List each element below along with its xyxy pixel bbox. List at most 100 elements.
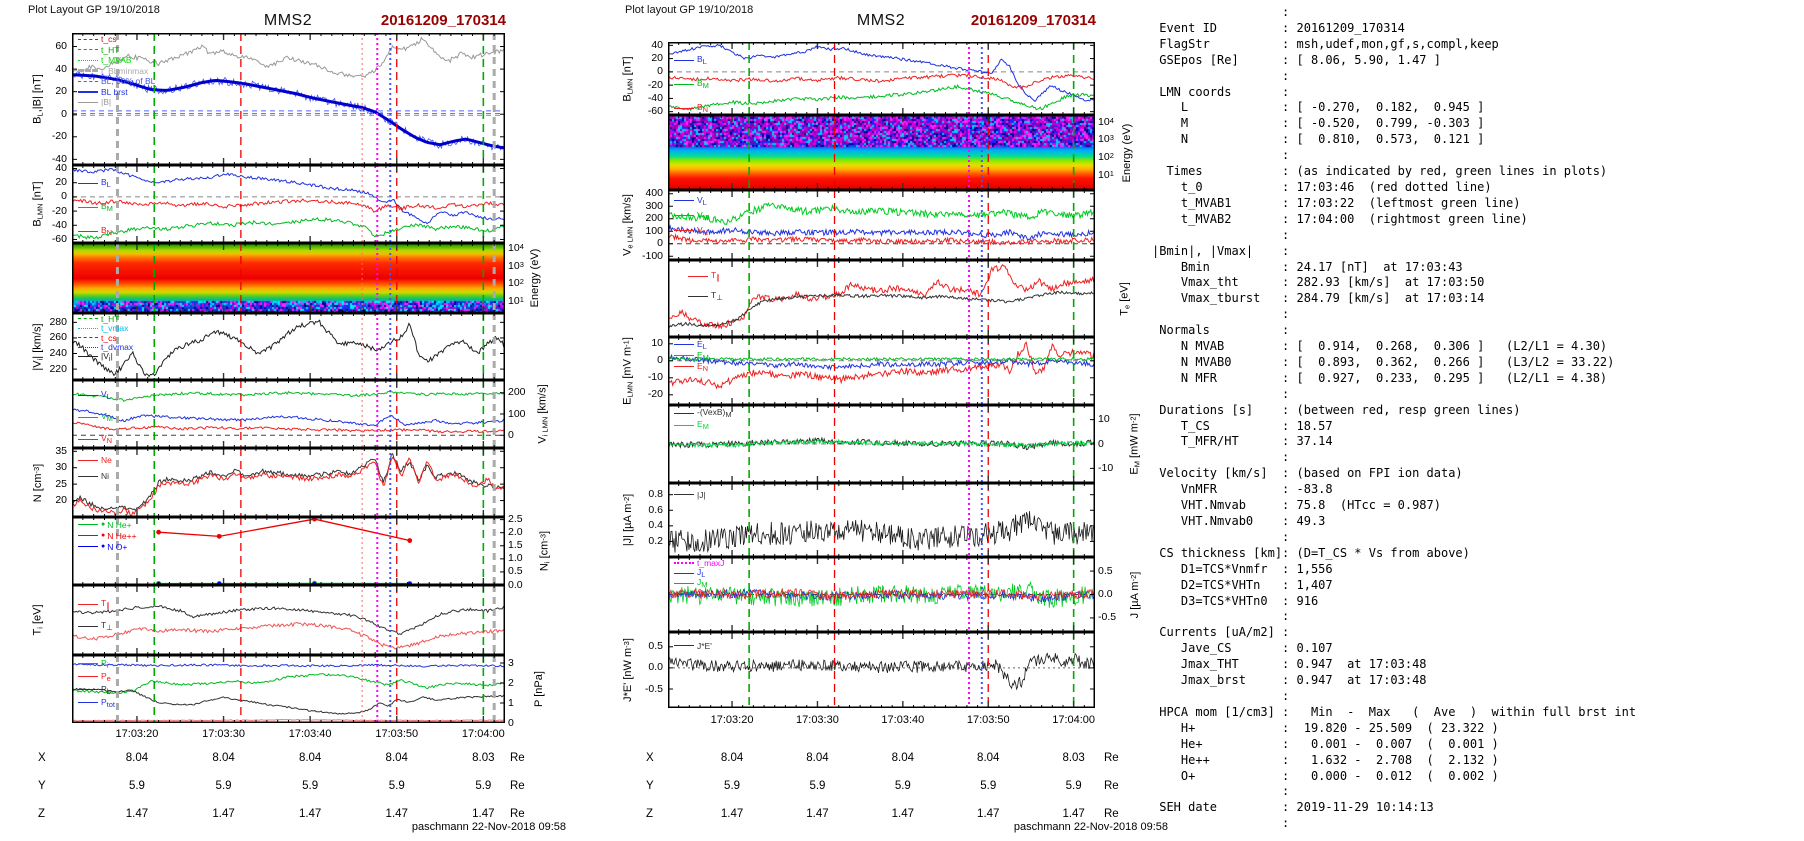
info-line: CS thickness [km]: (D=T_CS * Vs from abo… <box>1152 545 1470 560</box>
minor-ion-density-right-label: Ni [cm-3] <box>538 530 552 572</box>
legend-label: VL <box>101 389 111 401</box>
info-line: VnMFR : -83.8 <box>1152 482 1333 497</box>
axis-tick-label: 30 <box>55 461 67 474</box>
left-plot-ion-spectrogram: Energy (eV) 104 103 102 101 <box>0 242 565 313</box>
axis-tick-label: 103 <box>508 259 524 272</box>
legend-line-sample-icon <box>674 412 694 414</box>
axis-tick-label: -40 <box>51 218 67 231</box>
event-id-label: 20161209_170314 <box>970 12 1096 29</box>
bl-b-plot-area: t_cs t_HT t_MVAB t_BLminmax BL, 50% of BL BL … <box>72 33 505 165</box>
plot-legend: BL BM BN <box>674 48 709 120</box>
axis-tick-label: 0 <box>61 107 67 120</box>
legend-line-sample-icon <box>674 200 694 201</box>
legend-entry: BN <box>78 219 113 243</box>
vi-lmn-left-axis <box>0 380 72 448</box>
legend-label: VN <box>101 433 113 445</box>
legend-entry: BL, 50% of BL <box>78 76 155 87</box>
e-spectrogram-left-axis <box>590 115 668 190</box>
position-value: 1.47 <box>806 808 829 820</box>
legend-label: Pb <box>101 683 111 696</box>
legend-entry: BM <box>674 72 709 96</box>
j-mag-right-axis <box>1095 483 1157 557</box>
left-plot-vi-mag: |Vi| [km/s] 280 260 240 220 t_HT t_vmax t_cs t_d… <box>0 313 565 380</box>
legend-line-sample-icon <box>78 475 98 477</box>
legend-entry: |B| <box>78 97 155 108</box>
axis-tick-label: -20 <box>647 388 663 401</box>
axis-tick-label: 2.0 <box>508 526 523 539</box>
ion-spectrogram-svg <box>72 243 505 313</box>
position-value: 5.9 <box>388 780 405 792</box>
info-line: : <box>1152 529 1290 544</box>
legend-line-sample-icon <box>674 645 694 646</box>
legend-entry: J*E' <box>674 640 712 651</box>
legend-entry: Pi <box>78 657 115 670</box>
info-line: D2=TCS*VHTn : 1,407 <box>1152 577 1333 592</box>
info-line: D3=TCS*VHTn0 : 916 <box>1152 593 1319 608</box>
legend-entry: Ni <box>78 468 112 484</box>
legend-entry: BL <box>78 171 113 195</box>
ti-svg <box>72 585 505 655</box>
axis-tick-label: 0 <box>657 354 663 367</box>
left-plot-pressure: Pi Pe Pb Ptot P [nPa] 3 2 1 0 <box>0 655 565 729</box>
info-line: Jmax_brst : 0.947 at 17:03:48 <box>1152 673 1427 688</box>
info-line: M : [ -0.520, 0.799, -0.303 ] <box>1152 116 1485 131</box>
legend-entry: VL <box>674 193 709 208</box>
legend-entry: -(VexB)M <box>674 407 732 419</box>
legend-entry: ● N He+ <box>78 519 137 530</box>
legend-entry: |Vi| <box>78 351 133 363</box>
position-row-label: Z <box>38 808 46 820</box>
axis-tick-label: 25 <box>55 477 67 490</box>
ve-lmn-right-axis <box>1095 190 1157 260</box>
legend-label: -(VexB)M <box>697 407 732 419</box>
te-right-axis: Te [eV] <box>1095 260 1157 337</box>
axis-tick-label: 101 <box>508 294 524 307</box>
axis-tick-label: 20 <box>651 52 663 65</box>
position-value: 1.47 <box>385 808 408 820</box>
legend-entry: JM <box>674 577 724 589</box>
legend-entry: t_vmax <box>78 323 133 333</box>
info-line: : <box>1152 68 1290 83</box>
position-value: 8.03 <box>472 752 495 764</box>
legend-entry: T∥ <box>78 593 113 615</box>
axis-tick-label: -10 <box>647 371 663 384</box>
legend-line-sample-icon <box>78 59 98 61</box>
axis-tick-label: 0 <box>508 428 514 441</box>
legend-label: EL <box>697 338 707 351</box>
plot-legend: t_maxJ JL JM JN <box>674 558 724 599</box>
info-line: N : [ 0.810, 0.573, 0.121 ] <box>1152 132 1485 147</box>
axis-tick-label: 300 <box>645 199 663 212</box>
plot-legend: T∥ T⊥ <box>688 266 723 306</box>
legend-line-sample-icon <box>674 592 694 594</box>
legend-entry: BL <box>674 48 709 72</box>
info-line: Durations [s] : (between red, resp green… <box>1152 402 1521 417</box>
legend-line-sample-icon <box>674 366 694 367</box>
position-unit-label: Re <box>510 808 525 820</box>
j-lmn-svg <box>668 557 1095 632</box>
time-tick-label: 17:04:00 <box>461 728 505 740</box>
j-lmn-right-label: J [µA m-2] <box>1129 571 1141 618</box>
legend-marker-icon: ● <box>101 543 106 550</box>
legend-line-sample-icon <box>78 438 98 440</box>
axis-tick-label: 0 <box>508 716 514 729</box>
left-plot-bl-b: BL,|B| [nT] 60 40 20 0 -20 -40 t_cs t_HT t_MVAB t_… <box>0 33 565 165</box>
position-value: 8.04 <box>977 752 1000 764</box>
legend-entry: T⊥ <box>78 615 113 637</box>
position-value: 5.9 <box>302 780 319 792</box>
legend-line-sample-icon <box>78 394 98 396</box>
vi-mag-plot-area: t_HT t_vmax t_cs t_dvmax |Vi| <box>72 313 505 380</box>
vi-mag-right-axis <box>505 313 565 380</box>
info-line: N MFR : [ 0.927, 0.233, 0.295 ] (L2/L1 =… <box>1152 370 1608 385</box>
legend-entry: T⊥ <box>688 286 723 306</box>
plot-legend: J*E' <box>674 640 712 651</box>
position-value: 8.04 <box>385 752 408 764</box>
axis-tick-label: 1.5 <box>508 539 523 552</box>
info-line: Vmax_tht : 282.93 [km/s] at 17:03:50 <box>1152 275 1485 290</box>
legend-entry: t_cs <box>78 333 133 343</box>
legend-entry: |J| <box>674 489 706 500</box>
density-svg <box>72 448 505 517</box>
time-tick-label: 17:03:50 <box>966 714 1010 726</box>
ti-ylabel: Ti [eV] <box>31 604 45 636</box>
position-value: 1.47 <box>891 808 915 820</box>
axis-tick-label: 101 <box>1098 168 1114 181</box>
legend-entry: JN <box>674 587 724 599</box>
